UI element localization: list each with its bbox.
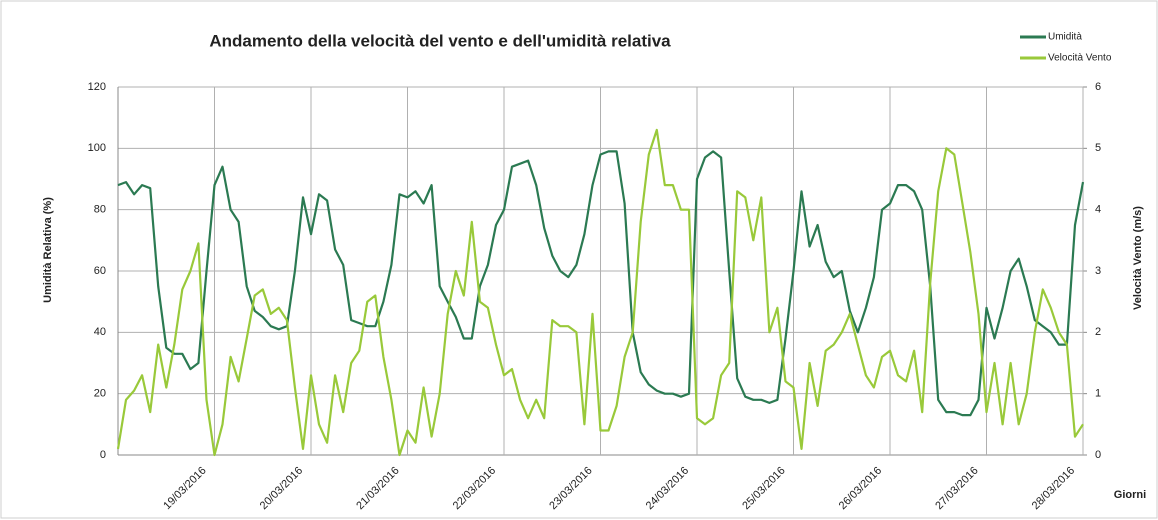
y-tick-label: 120 [88,81,106,93]
y2-tick-label: 4 [1095,204,1101,216]
data-line [116,128,1084,457]
y-tick-label: 40 [94,326,106,338]
y2-tick-label: 5 [1095,142,1101,154]
y2-tick-label: 3 [1095,265,1101,277]
y-tick-label: 80 [94,204,106,216]
y-tick-label: 20 [94,388,106,400]
y2-tick-label: 2 [1095,326,1101,338]
y-tick-label: 0 [100,449,106,461]
y2-axis-label: Velocità Vento (m/s) [1132,206,1144,310]
y2-tick-label: 1 [1095,388,1101,400]
x-axis-label: Giorni [1114,489,1146,501]
y-tick-label: 100 [88,142,106,154]
data-line [117,150,1085,417]
y2-tick-label: 0 [1095,449,1101,461]
y2-tick-label: 6 [1095,81,1101,93]
chart-title: Andamento della velocità del vento e del… [209,31,671,50]
y-axis-label: Umidità Relativa (%) [42,197,54,303]
y-tick-label: 60 [94,265,106,277]
legend-label: Umidità [1048,32,1082,43]
legend-label: Velocità Vento [1048,53,1112,64]
